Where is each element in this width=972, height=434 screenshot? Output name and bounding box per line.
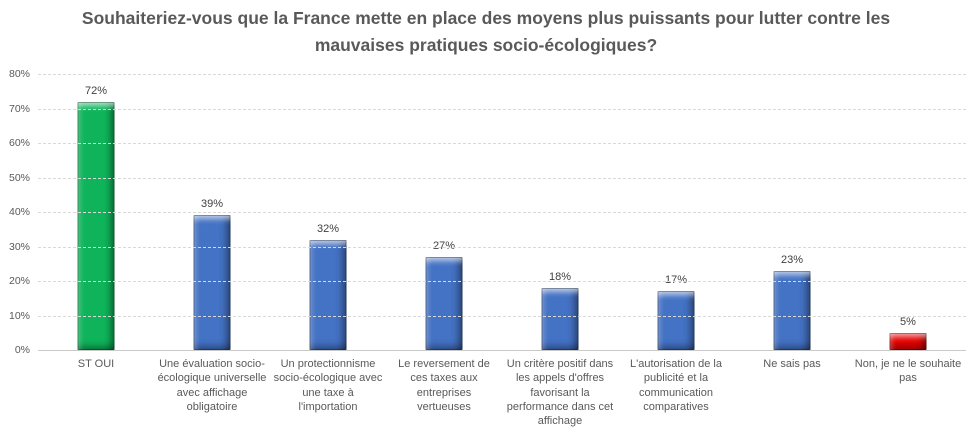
gridline bbox=[38, 74, 966, 75]
gridline bbox=[38, 212, 966, 213]
gridline bbox=[38, 246, 966, 248]
gridline bbox=[38, 281, 966, 282]
bar-value-label: 18% bbox=[548, 270, 572, 283]
y-tick-label: 40% bbox=[8, 206, 30, 218]
category-label: Un protectionnisme socio-écologique avec… bbox=[273, 358, 383, 413]
category-label: L'autorisation de la publicité et la com… bbox=[630, 358, 722, 413]
y-tick-label: 80% bbox=[8, 68, 30, 80]
category-column: 32% bbox=[270, 74, 386, 350]
bar-value-label: 32% bbox=[316, 222, 340, 235]
bar bbox=[657, 291, 695, 350]
bar-value-label: 17% bbox=[664, 274, 688, 287]
category-column: 18% bbox=[502, 74, 618, 350]
y-tick-label: 10% bbox=[8, 309, 30, 322]
bar-value-label: 27% bbox=[432, 239, 456, 252]
bar-value-label: 39% bbox=[200, 198, 224, 211]
category-column: 23% bbox=[734, 74, 850, 350]
bar bbox=[425, 256, 463, 350]
bar bbox=[889, 332, 927, 350]
category-label: Un critère positif dans les appels d'off… bbox=[506, 358, 614, 428]
bar bbox=[77, 101, 115, 350]
category-label: ST OUI bbox=[77, 358, 115, 370]
gridline bbox=[38, 315, 966, 317]
bar bbox=[309, 239, 347, 350]
gridline bbox=[38, 143, 966, 144]
y-tick-label: 30% bbox=[8, 240, 30, 253]
y-tick-label: 0% bbox=[14, 344, 30, 356]
bar bbox=[193, 215, 231, 350]
y-tick-label: 70% bbox=[8, 102, 30, 115]
category-label: Non, je ne le souhaite pas bbox=[854, 358, 962, 385]
gridline bbox=[38, 177, 966, 179]
bar-value-label: 23% bbox=[780, 253, 804, 266]
gridline bbox=[38, 350, 966, 351]
category-label: Le reversement de ces taxes aux entrepri… bbox=[398, 358, 490, 413]
y-tick-label: 50% bbox=[8, 171, 30, 184]
category-column: 5% bbox=[850, 74, 966, 350]
x-axis-labels: ST OUI Une évaluation socio-écologique un… bbox=[38, 357, 966, 428]
y-axis: 0% 10% 20% 30% 40% 50% 60% 70% 80% bbox=[0, 68, 34, 356]
category-label: Une évaluation socio-écologique universe… bbox=[157, 358, 267, 413]
category-column: 27% bbox=[386, 74, 502, 350]
bar-value-label: 72% bbox=[84, 84, 108, 97]
category-label: Ne sais pas bbox=[763, 358, 821, 370]
bar bbox=[541, 287, 579, 350]
chart-title: Souhaiteriez-vous que la France mette en… bbox=[0, 5, 972, 59]
category-column: 17% bbox=[618, 74, 734, 350]
y-tick-label: 60% bbox=[8, 137, 30, 149]
bar bbox=[773, 270, 811, 350]
bar-value-label: 5% bbox=[900, 315, 916, 328]
category-column: 39% bbox=[154, 74, 270, 350]
plot-area: 72% 39% 32% 27% 18% 17% 23% 5% bbox=[38, 74, 966, 351]
y-tick-label: 20% bbox=[8, 275, 30, 287]
chart-title-text: Souhaiteriez-vous que la France mette en… bbox=[81, 8, 891, 56]
gridline bbox=[38, 108, 966, 110]
